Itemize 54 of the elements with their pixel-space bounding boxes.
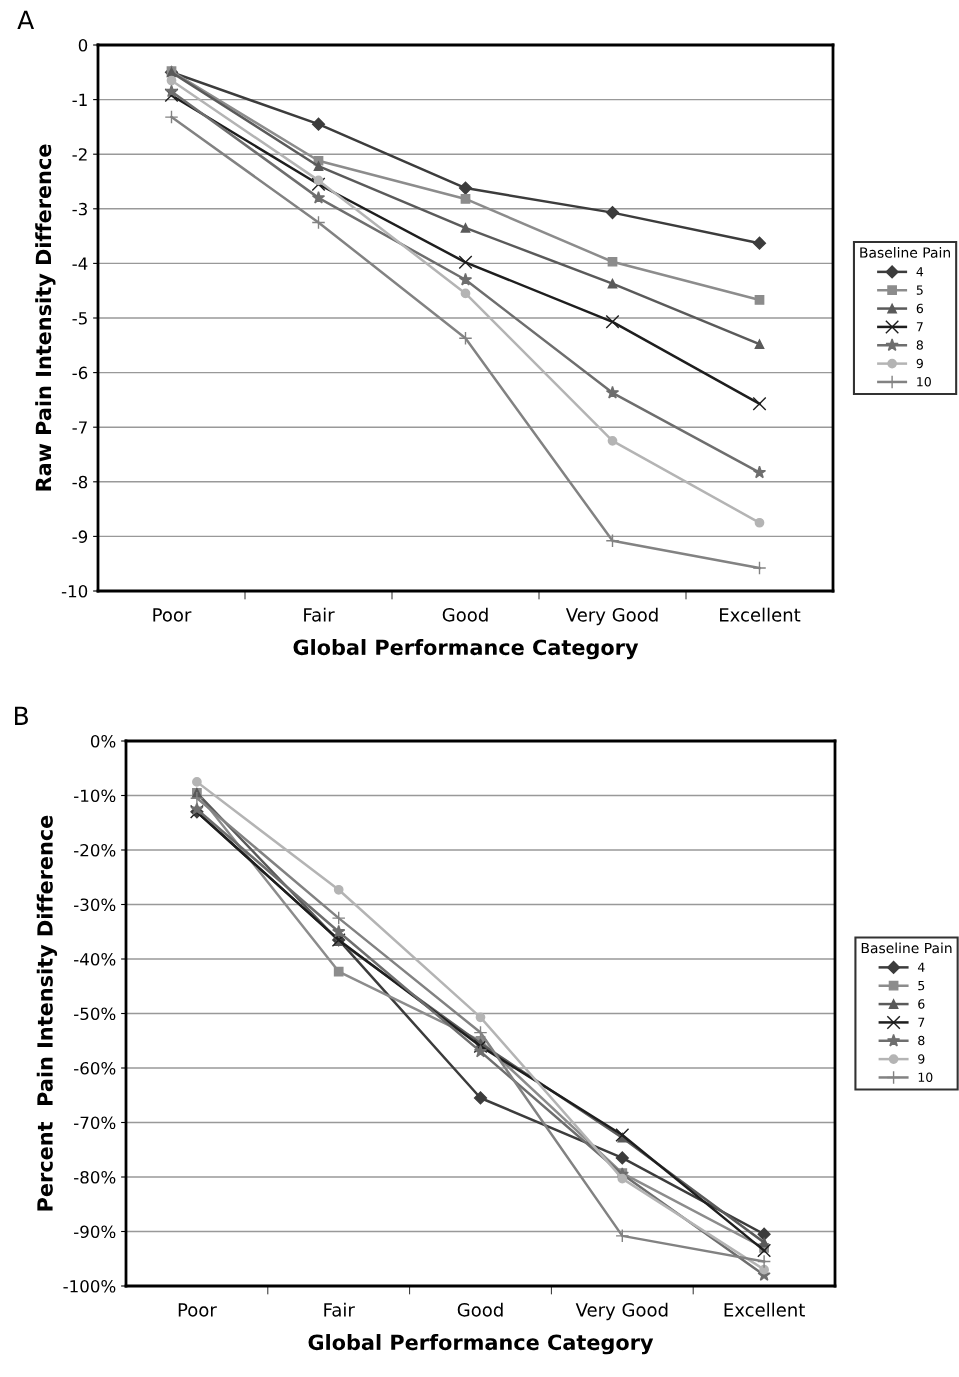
y-axis-title: Percent Pain Intensity Difference — [36, 815, 58, 1211]
legend-title: Baseline Pain — [861, 942, 952, 954]
y-tick-label: -20% — [74, 843, 116, 857]
y-tick-label: -7 — [72, 421, 87, 434]
y-tick-label: -70% — [74, 1116, 116, 1130]
x-tick-label: Very Good — [575, 1302, 668, 1321]
y-tick-label: -3 — [72, 202, 87, 216]
x-tick-label: Excellent — [724, 1302, 805, 1317]
y-tick-label: -100% — [63, 1279, 116, 1293]
y-tick-label: -6 — [72, 366, 88, 380]
x-tick-label: Very Good — [565, 607, 658, 626]
legend-label: 9 — [916, 358, 923, 369]
y-tick-label: -2 — [72, 148, 87, 161]
y-tick-label: -4 — [72, 257, 88, 270]
legend-label: 8 — [918, 1035, 925, 1046]
legend-label: 10 — [918, 1072, 933, 1083]
legend-label: 4 — [917, 962, 925, 972]
y-tick-label: -90% — [74, 1225, 116, 1239]
legend-label: 6 — [918, 999, 925, 1009]
x-tick-label: Fair — [304, 607, 335, 622]
x-axis-title: Global Performance Category — [293, 639, 639, 660]
y-tick-label: -60% — [74, 1061, 116, 1075]
chart-title: B — [15, 706, 28, 725]
chart-title: A — [17, 10, 35, 29]
y-tick-label: -80% — [74, 1170, 116, 1184]
legend-label: 8 — [916, 340, 923, 350]
legend-label: 4 — [916, 267, 924, 277]
y-tick-label: 0% — [90, 734, 116, 748]
legend-label: 6 — [916, 303, 924, 314]
y-tick-label: -10% — [74, 789, 116, 803]
legend-label: 7 — [918, 1017, 925, 1027]
x-axis-title: Global Performance Category — [308, 1334, 654, 1355]
legend-label: 9 — [918, 1054, 925, 1064]
x-tick-label: Good — [442, 607, 488, 622]
y-tick-label: -30% — [74, 898, 116, 912]
legend-label: 10 — [917, 377, 931, 387]
legend-label: 5 — [918, 980, 925, 991]
x-tick-label: Excellent — [720, 607, 801, 622]
x-tick-label: Good — [457, 1302, 503, 1317]
x-tick-label: Fair — [324, 1302, 355, 1317]
y-tick-label: -5 — [72, 312, 87, 325]
legend-label: 5 — [916, 285, 923, 295]
x-tick-label: Poor — [178, 1303, 217, 1317]
x-tick-label: Poor — [153, 608, 192, 622]
legend-title: Baseline Pain — [860, 247, 950, 258]
y-tick-label: -1 — [72, 93, 87, 106]
y-tick-label: -10 — [61, 584, 88, 598]
y-tick-label: -40% — [74, 952, 116, 966]
y-axis-title: Raw Pain Intensity Difference — [35, 144, 56, 491]
legend-label: 7 — [916, 322, 923, 332]
y-tick-label: 0 — [78, 38, 88, 52]
y-tick-label: -8 — [72, 475, 88, 489]
y-tick-label: -50% — [74, 1007, 116, 1021]
y-tick-label: -9 — [72, 530, 88, 543]
